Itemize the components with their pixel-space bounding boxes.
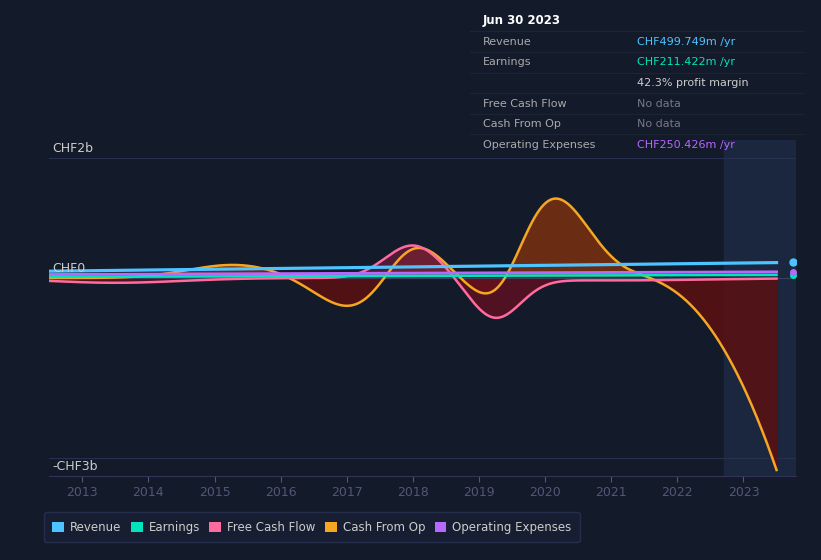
Text: Jun 30 2023: Jun 30 2023 — [483, 15, 561, 27]
Text: 42.3% profit margin: 42.3% profit margin — [637, 78, 749, 88]
Text: CHF499.749m /yr: CHF499.749m /yr — [637, 36, 736, 46]
Text: No data: No data — [637, 119, 681, 129]
Text: CHF0: CHF0 — [53, 262, 86, 275]
Text: CHF2b: CHF2b — [53, 142, 94, 155]
Text: Cash From Op: Cash From Op — [483, 119, 561, 129]
Text: -CHF3b: -CHF3b — [53, 460, 98, 473]
Bar — [723, 140, 796, 476]
Text: Revenue: Revenue — [483, 36, 532, 46]
Text: Earnings: Earnings — [483, 57, 531, 67]
Text: CHF211.422m /yr: CHF211.422m /yr — [637, 57, 735, 67]
Text: Free Cash Flow: Free Cash Flow — [483, 99, 566, 109]
Text: CHF250.426m /yr: CHF250.426m /yr — [637, 140, 735, 150]
Text: Operating Expenses: Operating Expenses — [483, 140, 595, 150]
Text: No data: No data — [637, 99, 681, 109]
Legend: Revenue, Earnings, Free Cash Flow, Cash From Op, Operating Expenses: Revenue, Earnings, Free Cash Flow, Cash … — [44, 512, 580, 542]
